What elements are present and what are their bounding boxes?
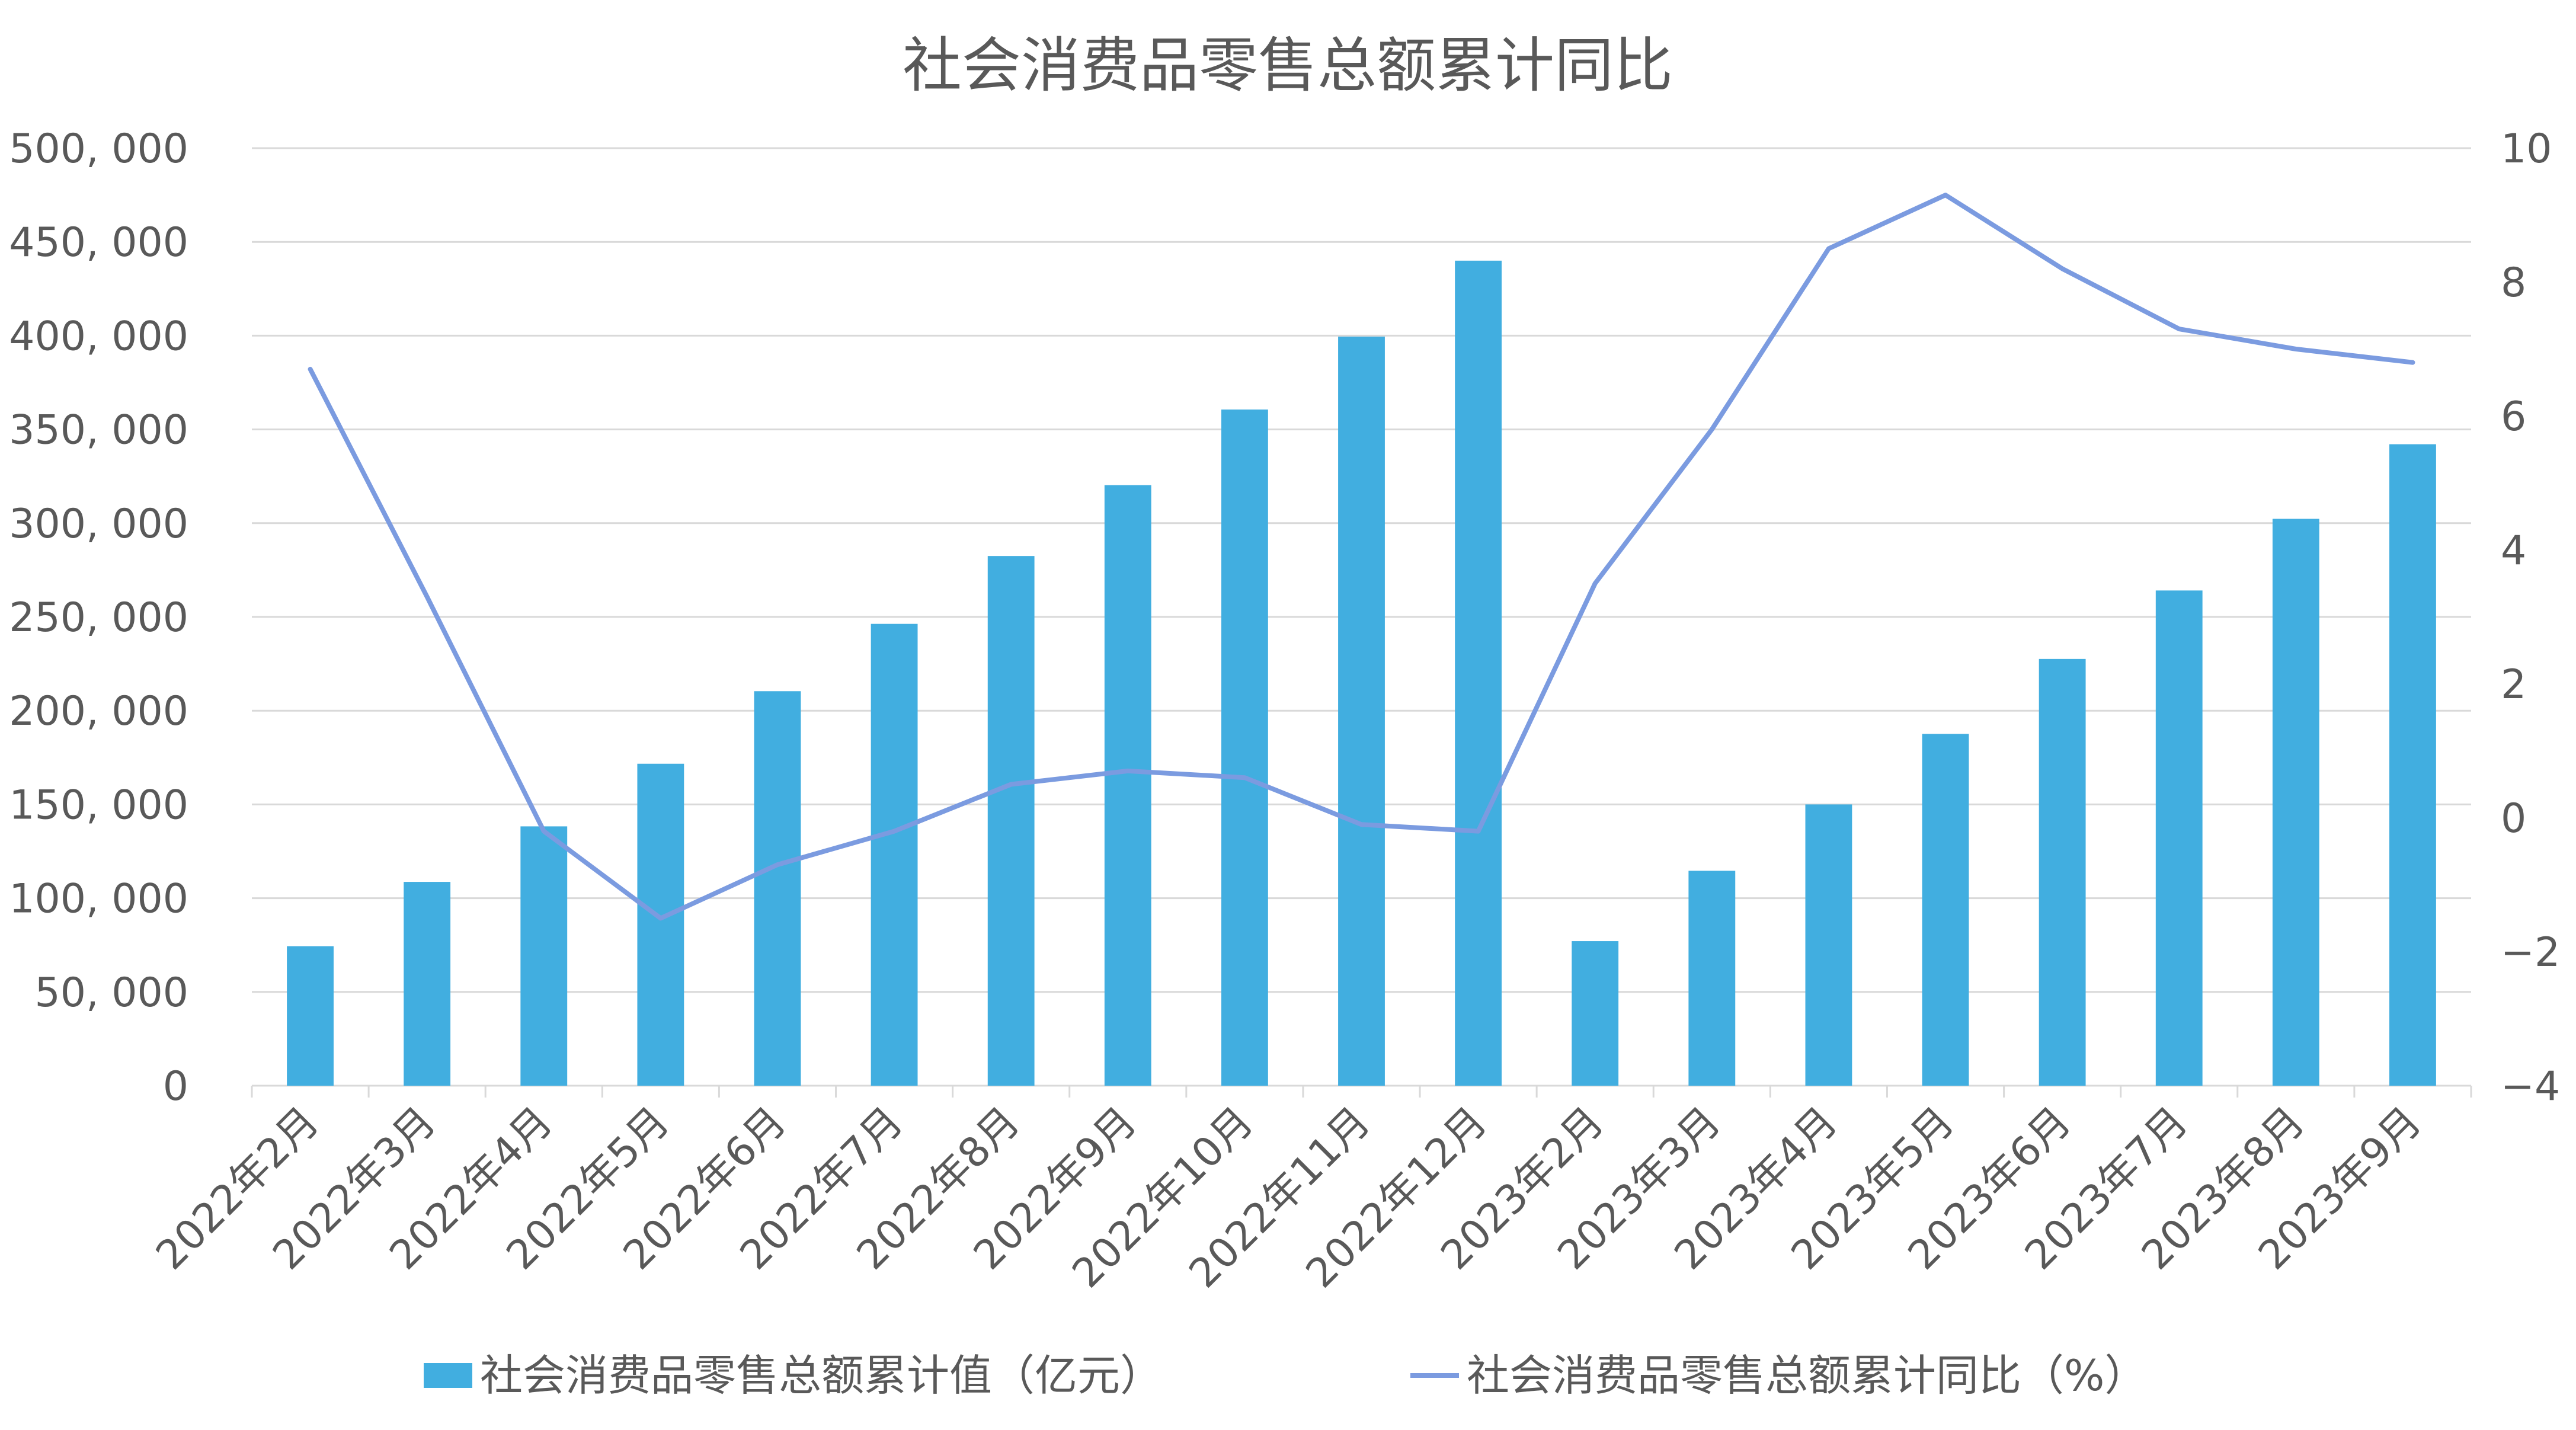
yoy-line	[308, 193, 2415, 921]
bar-series	[287, 260, 2436, 1086]
bar	[1922, 734, 1969, 1086]
left-y-tick-label: 300, 000	[9, 501, 188, 548]
right-y-tick-label: 0	[2501, 795, 2526, 842]
bar	[1338, 336, 1385, 1086]
bar	[2155, 590, 2203, 1086]
right-y-tick-label: 6	[2501, 394, 2526, 440]
right-y-tick-label: 10	[2501, 126, 2552, 172]
bar	[404, 882, 451, 1086]
bar	[520, 826, 568, 1086]
left-y-tick-label: 250, 000	[9, 594, 188, 641]
left-y-tick-label: 50, 000	[34, 970, 188, 1016]
x-axis: 2022年2月2022年3月2022年4月2022年5月2022年6月2022年…	[148, 1086, 2472, 1297]
right-y-tick-label: 4	[2501, 527, 2526, 574]
legend-line-label: 社会消费品零售总额累计同比（%）	[1467, 1351, 2147, 1400]
left-y-tick-label: 350, 000	[9, 407, 188, 454]
bar	[2389, 444, 2436, 1086]
right-y-tick-label: 2	[2501, 661, 2526, 708]
bar	[637, 763, 684, 1086]
left-y-tick-label: 450, 000	[9, 219, 188, 266]
right-y-tick-label: −4	[2501, 1063, 2560, 1110]
right-y-tick-label: −2	[2501, 929, 2560, 976]
bar	[754, 691, 801, 1086]
left-y-tick-label: 150, 000	[9, 782, 188, 828]
chart-title: 社会消费品零售总额累计同比	[903, 31, 1673, 100]
bar	[1688, 871, 1736, 1086]
line-series	[308, 193, 2415, 921]
bar	[2039, 658, 2086, 1086]
bar	[1221, 410, 1268, 1086]
left-y-tick-label: 200, 000	[9, 688, 188, 735]
left-y-axis: 0 50, 000 100, 000 150, 000 200, 000 250, 000…	[9, 126, 188, 1110]
bar	[287, 946, 334, 1086]
right-y-axis: −4 −2 0 2 4 6 8 10	[2501, 126, 2560, 1110]
left-y-tick-label: 100, 000	[9, 876, 188, 923]
left-y-tick-label: 400, 000	[9, 313, 188, 360]
bar	[1805, 804, 1852, 1086]
legend-bar-label: 社会消费品零售总额累计值（亿元）	[480, 1351, 1163, 1400]
bar	[2272, 519, 2319, 1086]
bar	[1572, 941, 1619, 1086]
bar	[871, 623, 918, 1086]
bar	[1104, 485, 1151, 1086]
bar	[1455, 260, 1502, 1086]
left-y-tick-label: 500, 000	[9, 126, 188, 172]
bar	[987, 556, 1035, 1086]
left-y-tick-label: 0	[163, 1063, 188, 1110]
legend-bar-swatch	[424, 1363, 472, 1388]
right-y-tick-label: 8	[2501, 260, 2526, 306]
legend: 社会消费品零售总额累计值（亿元） 社会消费品零售总额累计同比（%）	[424, 1351, 2147, 1400]
